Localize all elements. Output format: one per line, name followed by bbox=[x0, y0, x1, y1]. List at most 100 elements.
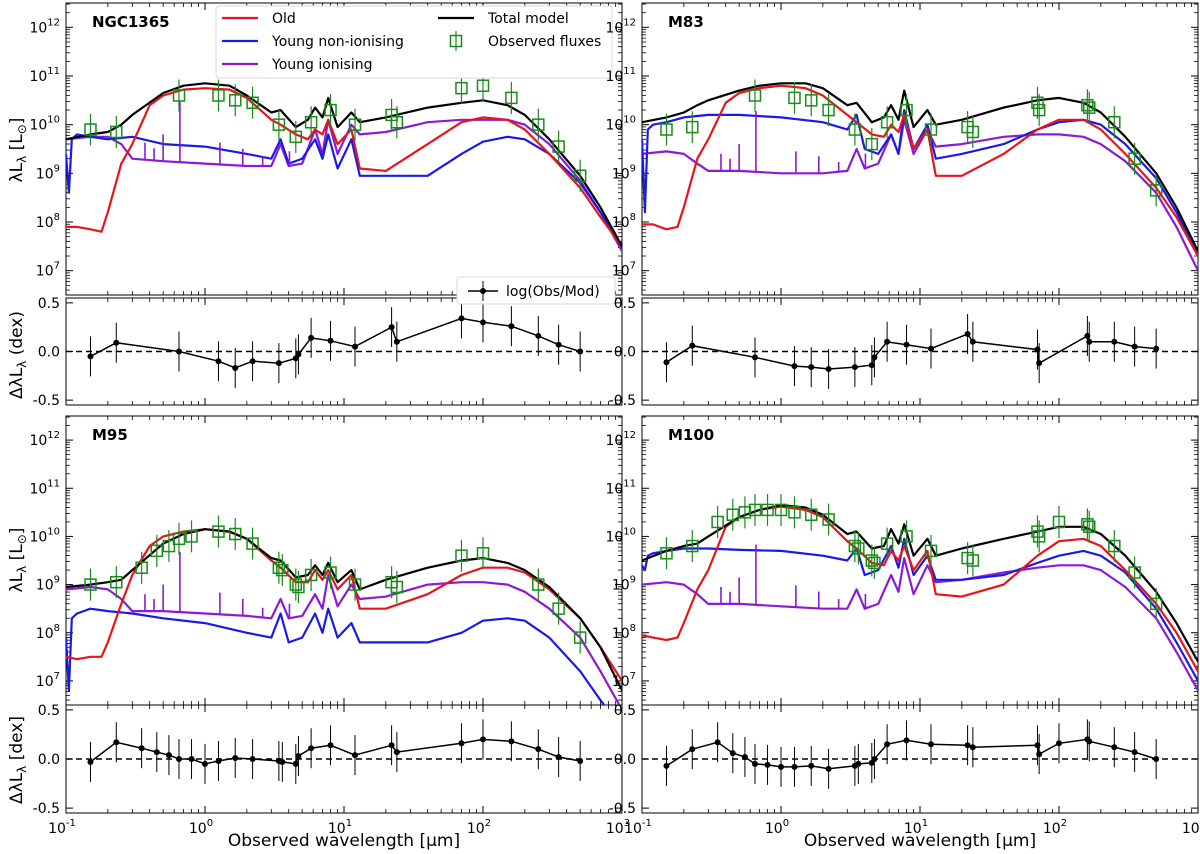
observed-flux-marker bbox=[868, 556, 881, 570]
x-tick-label: 101 bbox=[328, 818, 352, 837]
residual-point bbox=[153, 749, 160, 756]
observed-flux-marker bbox=[272, 118, 286, 131]
residual-point bbox=[964, 742, 971, 749]
observed-flux-marker bbox=[172, 532, 186, 546]
ylabel-top-2: λLλ [L⊙] bbox=[7, 528, 29, 593]
observed-flux-marker bbox=[865, 554, 879, 567]
residual-point bbox=[1056, 740, 1062, 747]
observed-flux-marker bbox=[1081, 98, 1094, 112]
ylabel-bottom-2: ΔλLλ [dex] bbox=[7, 716, 29, 804]
observed-flux-marker bbox=[304, 115, 318, 129]
residual-point bbox=[1036, 360, 1043, 367]
residual-point bbox=[1086, 338, 1093, 345]
observed-flux-marker bbox=[110, 125, 123, 139]
y-tick-label: 109 bbox=[612, 575, 636, 594]
observed-flux-marker bbox=[924, 544, 938, 558]
y-tick-label: 1012 bbox=[29, 17, 60, 36]
series-group bbox=[642, 79, 1198, 272]
legend-label-obs: Observed fluxes bbox=[488, 34, 601, 50]
residual-point bbox=[327, 337, 334, 344]
observed-flux-marker bbox=[552, 602, 565, 615]
series-old bbox=[66, 87, 622, 247]
series-old bbox=[642, 505, 1198, 672]
res-y-tick-label: 0.0 bbox=[614, 752, 636, 768]
observed-flux-marker bbox=[822, 103, 835, 117]
y-tick-label: 109 bbox=[612, 163, 636, 182]
residual-point bbox=[577, 757, 584, 764]
residual-point bbox=[535, 746, 542, 753]
xlabel-left: Observed wavelength [μm] bbox=[228, 831, 460, 851]
residual-point bbox=[295, 753, 302, 760]
galaxy-name: M100 bbox=[668, 426, 714, 444]
residual-point bbox=[508, 323, 515, 330]
sed-axes-frame bbox=[641, 2, 1199, 296]
residual-line bbox=[90, 738, 581, 765]
sed-axes-frame bbox=[65, 415, 623, 706]
panel-m95: 10-1 100 101 102 103 107 108 109 1010 1011 1012 -0.… bbox=[29, 415, 630, 837]
observed-flux-marker bbox=[848, 123, 862, 136]
x-tick-label: 100 bbox=[765, 818, 789, 837]
y-tick-label: 1012 bbox=[605, 17, 636, 36]
res-y-tick-label: 0.5 bbox=[614, 703, 636, 719]
observed-flux-marker bbox=[476, 79, 490, 92]
legend-swatch-obs bbox=[449, 34, 463, 48]
y-tick-label: 1011 bbox=[29, 478, 60, 497]
series-group bbox=[642, 493, 1198, 692]
residual-point bbox=[232, 365, 239, 372]
x-tick-label: 102 bbox=[1043, 818, 1067, 837]
residual-line bbox=[666, 738, 1157, 770]
observed-flux-marker bbox=[1052, 515, 1066, 529]
residual-point bbox=[327, 742, 334, 749]
y-tick-label: 1011 bbox=[29, 66, 60, 85]
residual-point bbox=[884, 338, 891, 345]
residual-point bbox=[1153, 345, 1160, 352]
residual-point bbox=[308, 745, 315, 752]
residual-point bbox=[508, 738, 515, 745]
residual-point bbox=[791, 363, 798, 370]
residual-point bbox=[458, 740, 465, 747]
observed-flux-marker bbox=[573, 169, 587, 183]
res-y-tick-label: 0.5 bbox=[38, 296, 60, 312]
residual-point bbox=[113, 739, 120, 746]
legend: Old Young non-ionising Young ionising Total… bbox=[215, 5, 613, 79]
observed-flux-marker bbox=[880, 537, 894, 550]
residual-point bbox=[215, 757, 222, 764]
observed-flux-marker bbox=[246, 96, 259, 110]
residual-legend-label: log(Obs/Mod) bbox=[506, 284, 600, 300]
residual-point bbox=[851, 364, 858, 371]
residual-legend-swatch-point bbox=[480, 288, 486, 294]
observed-flux-marker bbox=[1081, 518, 1094, 531]
residual-point bbox=[1131, 343, 1138, 350]
residual-point bbox=[555, 341, 562, 348]
residual-point bbox=[825, 366, 832, 373]
y-tick-label: 108 bbox=[36, 623, 60, 642]
y-tick-label: 1011 bbox=[605, 66, 636, 85]
x-tick-label: 103 bbox=[606, 818, 630, 837]
residual-point bbox=[175, 756, 182, 762]
residual-point bbox=[458, 315, 465, 322]
residual-point bbox=[308, 334, 315, 341]
observed-flux-marker bbox=[880, 115, 894, 129]
observed-flux-marker bbox=[1082, 101, 1096, 114]
series-group bbox=[66, 515, 622, 705]
series-old bbox=[66, 528, 622, 682]
observed-flux-marker bbox=[1032, 103, 1046, 117]
residual-point bbox=[903, 341, 910, 348]
residual-point bbox=[964, 330, 971, 337]
y-tick-label: 1010 bbox=[29, 526, 60, 545]
observed-flux-marker bbox=[84, 578, 97, 591]
y-tick-label: 107 bbox=[36, 261, 60, 280]
res-y-tick-label: 0.5 bbox=[614, 296, 636, 312]
res-y-tick-label: -0.5 bbox=[33, 801, 60, 817]
observed-flux-marker bbox=[228, 94, 242, 107]
residual-point bbox=[165, 752, 172, 759]
observed-flux-marker bbox=[966, 554, 980, 567]
residual-point bbox=[663, 762, 670, 769]
observed-flux-marker bbox=[150, 544, 164, 558]
ylabel-bottom-1: ΔλLλ (dex) bbox=[7, 311, 29, 399]
series-young-non-ionising bbox=[66, 133, 622, 247]
residual-point bbox=[928, 741, 935, 748]
legend-label-yion: Young ionising bbox=[271, 57, 373, 73]
residual-point bbox=[884, 741, 891, 748]
observed-flux-marker bbox=[348, 118, 362, 131]
